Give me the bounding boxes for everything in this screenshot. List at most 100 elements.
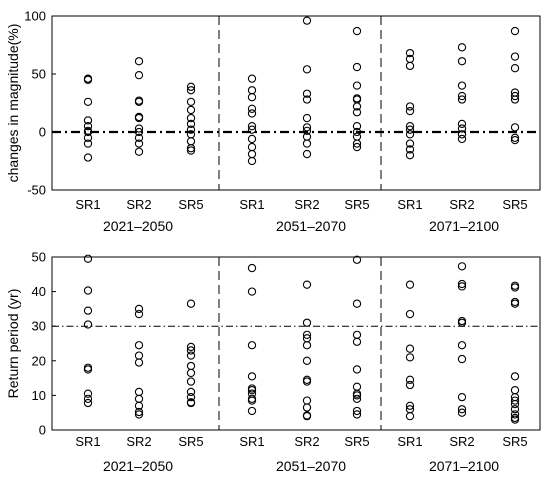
rp-data-point [186, 351, 196, 360]
mag-data-point [83, 97, 93, 106]
mag-data-point [134, 97, 144, 106]
rp-data-point [302, 412, 312, 421]
rp-data-point [510, 410, 520, 419]
mag-data-point [510, 64, 520, 73]
mag-data-point [405, 48, 415, 58]
rp-data-point [352, 394, 362, 404]
rp-data-point [405, 309, 415, 319]
mag-data-point [510, 95, 520, 104]
rp-data-point [247, 396, 257, 405]
rp-data-point [457, 354, 467, 364]
rp-data-point [352, 365, 362, 374]
rp-data-point [352, 391, 362, 400]
rp-data-point [405, 401, 415, 410]
rp-data-point [510, 399, 520, 409]
rp-data-point [457, 408, 467, 417]
mag-data-point [457, 91, 467, 101]
rp-data-point [302, 318, 312, 327]
mag-y-tick-label: 100 [24, 9, 46, 24]
mag-category-label: SR5 [502, 197, 527, 212]
mag-data-point [134, 147, 144, 156]
rp-data-point [134, 341, 144, 350]
mag-data-point [186, 86, 196, 95]
mag-data-point [405, 139, 415, 148]
rp-data-point [457, 279, 467, 289]
mag-data-point [83, 139, 93, 148]
mag-data-point [510, 135, 520, 145]
mag-data-point [405, 122, 415, 131]
mag-data-point [352, 142, 362, 152]
rp-data-point [134, 304, 144, 314]
mag-data-point [457, 43, 467, 52]
mag-category-label: SR1 [239, 197, 264, 212]
mag-data-point [302, 113, 312, 123]
mag-category-label: SR1 [75, 197, 100, 212]
mag-data-point [247, 125, 257, 134]
rp-data-point [186, 299, 196, 308]
rp-data-point [247, 372, 257, 381]
rp-data-point [134, 351, 144, 360]
mag-data-point [134, 139, 144, 148]
rp-data-point [302, 330, 312, 339]
rp-data-point [457, 282, 467, 291]
rp-data-point [352, 255, 362, 264]
rp-data-point [83, 320, 93, 329]
mag-data-point [134, 124, 144, 133]
mag-data-point [352, 127, 362, 137]
rp-data-point [352, 299, 362, 308]
rp-data-point [405, 375, 415, 384]
rp-data-point [134, 394, 144, 404]
rp-data-point [302, 356, 312, 365]
rp-data-point [405, 380, 415, 390]
rp-data-point [247, 386, 257, 395]
rp-y-tick-label: 20 [32, 353, 46, 368]
mag-period-label: 2021–2050 [103, 218, 173, 234]
mag-data-point [247, 93, 257, 102]
rp-category-label: SR2 [294, 434, 319, 449]
mag-data-point [247, 134, 257, 144]
mag-data-point [405, 106, 415, 116]
rp-data-point [302, 377, 312, 386]
mag-data-point [247, 74, 257, 83]
mag-data-point [186, 97, 196, 106]
mag-data-point [302, 139, 312, 148]
mag-data-point [405, 151, 415, 160]
mag-y-tick-label: 0 [39, 125, 46, 140]
rp-category-label: SR1 [239, 434, 264, 449]
rp-category-label: SR5 [344, 434, 369, 449]
rp-plot-frame [51, 256, 541, 431]
rp-data-point [83, 365, 93, 374]
rp-period-label: 2051–2070 [276, 458, 346, 474]
mag-data-point [302, 16, 312, 25]
rp-data-point [186, 387, 196, 397]
rp-data-point [457, 341, 467, 350]
rp-data-point [352, 330, 362, 339]
mag-data-point [134, 113, 144, 123]
mag-data-point [405, 145, 415, 154]
mag-data-point [510, 26, 520, 36]
rp-data-point [186, 346, 196, 355]
rp-data-point [134, 309, 144, 319]
rp-category-label: SR1 [397, 434, 422, 449]
rp-data-point [302, 403, 312, 412]
mag-data-point [186, 125, 196, 134]
mag-category-label: SR1 [397, 197, 422, 212]
mag-data-point [186, 146, 196, 155]
rp-category-label: SR2 [126, 434, 151, 449]
rp-data-point [134, 407, 144, 417]
mag-data-point [134, 127, 144, 137]
mag-data-point [186, 105, 196, 115]
mag-data-point [83, 122, 93, 131]
mag-data-point [457, 134, 467, 144]
mag-category-label: SR2 [449, 197, 474, 212]
mag-data-point [247, 156, 257, 166]
mag-data-point [186, 137, 196, 146]
rp-data-point [457, 318, 467, 327]
mag-data-point [352, 139, 362, 148]
rp-data-point [83, 286, 93, 295]
mag-plot-frame [51, 15, 541, 191]
mag-data-point [405, 125, 415, 134]
mag-y-axis-title: changes in magnitude(%) [5, 24, 21, 183]
mag-data-point [352, 102, 362, 111]
rp-period-label: 2071–2100 [429, 458, 499, 474]
